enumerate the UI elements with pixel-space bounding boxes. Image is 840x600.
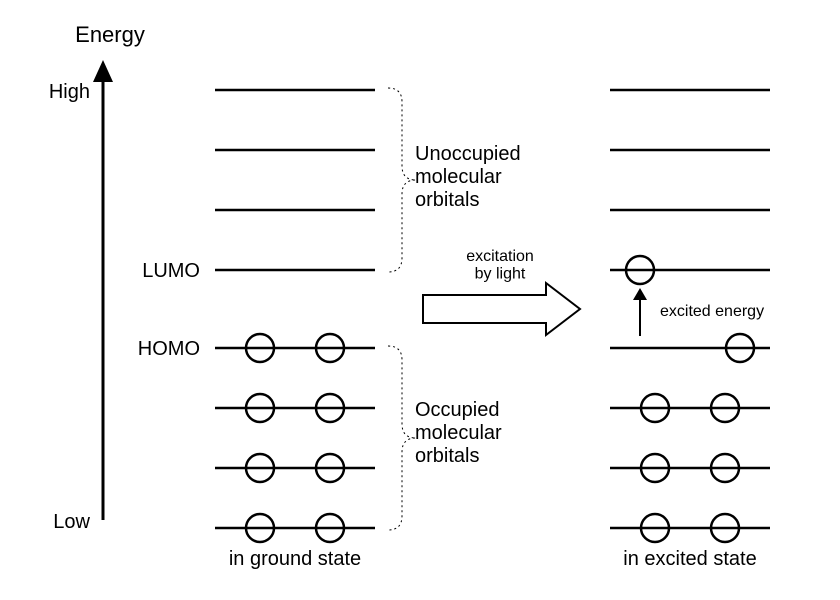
label-lumo: LUMO [142,260,200,282]
excitation-arrow [423,283,580,335]
label-unoccupied: Unoccupiedmolecularorbitals [415,143,521,211]
label-excited-energy: excited energy [660,303,764,320]
brace-occupied [388,346,416,530]
energy-axis [93,60,113,520]
axis-title: Energy [75,22,145,47]
caption-excited: in excited state [623,548,756,570]
label-high: High [49,81,90,103]
label-homo: HOMO [138,338,200,360]
label-excitation: excitationby light [466,248,534,283]
brace-unoccupied [388,88,416,272]
label-low: Low [53,511,90,533]
caption-ground: in ground state [229,548,361,570]
label-occupied: Occupiedmolecularorbitals [415,399,502,467]
